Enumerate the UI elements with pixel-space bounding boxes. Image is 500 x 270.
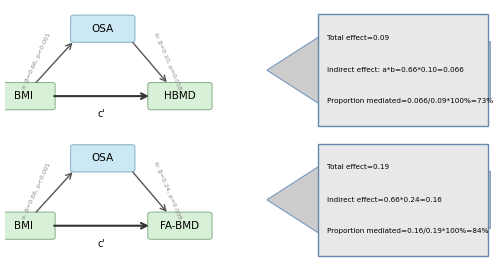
Text: a: β=0.66, p<0.001: a: β=0.66, p<0.001: [22, 32, 52, 90]
Text: FA-BMD: FA-BMD: [160, 221, 200, 231]
Text: c': c': [98, 109, 106, 119]
Text: BMI: BMI: [14, 221, 32, 231]
Polygon shape: [267, 161, 490, 239]
Text: Indirect effect: a*b=0.66*0.10=0.066: Indirect effect: a*b=0.66*0.10=0.066: [328, 67, 464, 73]
Text: Proportion mediated=0.066/0.09*100%=73%: Proportion mediated=0.066/0.09*100%=73%: [328, 98, 494, 104]
Text: Proportion mediated=0.16/0.19*100%=84%: Proportion mediated=0.16/0.19*100%=84%: [328, 228, 489, 234]
Text: b: β=0.10, p=0.018: b: β=0.10, p=0.018: [154, 32, 182, 90]
FancyBboxPatch shape: [0, 212, 55, 239]
FancyBboxPatch shape: [318, 144, 488, 255]
Polygon shape: [267, 31, 490, 109]
FancyBboxPatch shape: [0, 83, 55, 110]
FancyBboxPatch shape: [148, 212, 212, 239]
Text: Total effect=0.19: Total effect=0.19: [328, 164, 390, 170]
FancyBboxPatch shape: [70, 15, 135, 42]
FancyBboxPatch shape: [70, 145, 135, 172]
Text: c': c': [98, 239, 106, 249]
FancyBboxPatch shape: [318, 15, 488, 126]
Text: Indirect effect=0.66*0.24=0.16: Indirect effect=0.66*0.24=0.16: [328, 197, 442, 203]
Text: a: β=0.66, p<0.001: a: β=0.66, p<0.001: [22, 162, 52, 220]
Text: HBMD: HBMD: [164, 91, 196, 101]
Text: OSA: OSA: [92, 153, 114, 163]
Text: b: β=0.24, p=0.009: b: β=0.24, p=0.009: [154, 161, 182, 220]
Text: BMI: BMI: [14, 91, 32, 101]
Text: OSA: OSA: [92, 24, 114, 34]
FancyBboxPatch shape: [148, 83, 212, 110]
Text: Total effect=0.09: Total effect=0.09: [328, 35, 390, 41]
